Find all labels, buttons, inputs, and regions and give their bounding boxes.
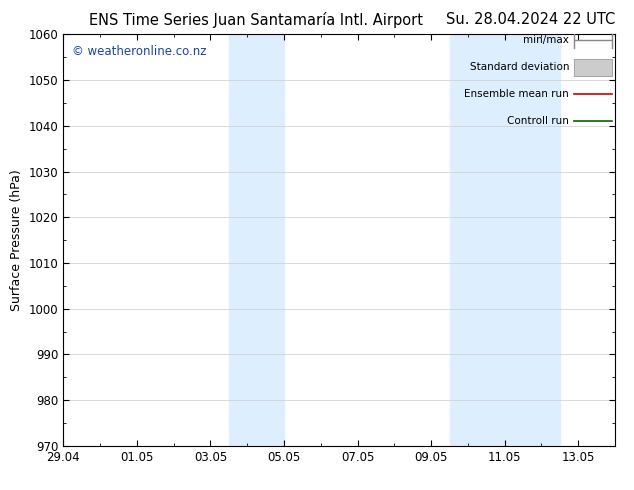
Bar: [229, 34, 284, 446]
Text: © weatheronline.co.nz: © weatheronline.co.nz: [72, 45, 206, 58]
Text: Controll run: Controll run: [507, 116, 569, 126]
Y-axis label: Surface Pressure (hPa): Surface Pressure (hPa): [10, 169, 23, 311]
Bar: [450, 34, 505, 446]
Text: Su. 28.04.2024 22 UTC: Su. 28.04.2024 22 UTC: [446, 12, 615, 27]
Text: Ensemble mean run: Ensemble mean run: [465, 89, 569, 99]
Text: Standard deviation: Standard deviation: [470, 62, 569, 72]
Bar: [505, 34, 560, 446]
Text: ENS Time Series Juan Santamaría Intl. Airport: ENS Time Series Juan Santamaría Intl. Ai…: [89, 12, 423, 28]
Text: min/max: min/max: [523, 35, 569, 46]
Bar: [574, 59, 612, 76]
